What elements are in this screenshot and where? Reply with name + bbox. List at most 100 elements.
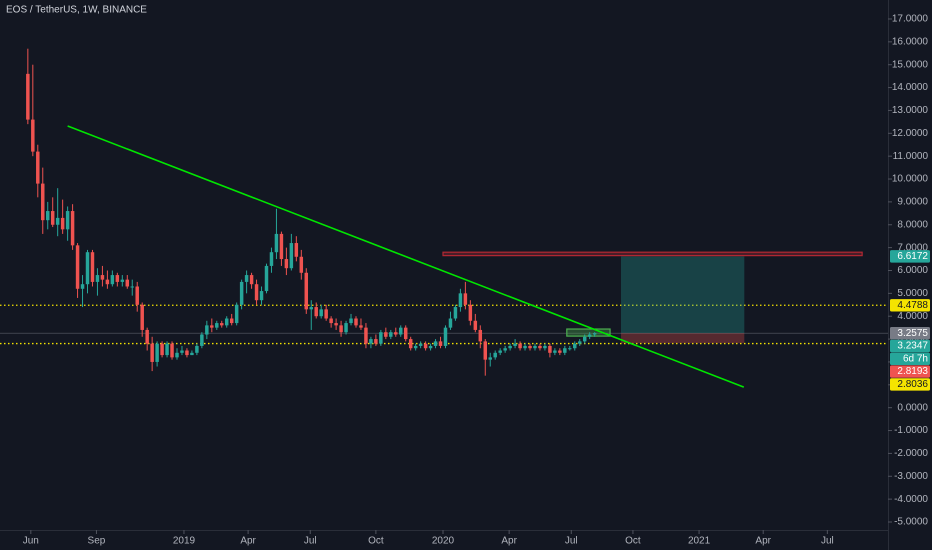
candle-body [359,325,363,328]
price-label: 3.2575 [897,328,928,339]
candle-body [120,279,125,282]
price-label: 4.4788 [897,300,928,311]
candle-body [244,275,249,282]
candle-body [488,357,492,360]
x-tick-label: Apr [501,536,517,547]
candle-body [403,327,408,340]
candle-body [513,343,517,346]
candle-body [314,307,318,317]
candle-body [498,350,502,353]
candle-body [269,252,274,266]
candle-body [299,256,304,273]
price-label-box [890,250,930,263]
candle-body [463,293,468,305]
candle-body [548,345,552,353]
trend-line [67,125,745,388]
candle-body [284,259,289,269]
price-label-box [890,326,930,340]
y-tick-label: 14.0000 [892,82,929,93]
candle-body [115,275,120,282]
candle-body [95,275,100,282]
candle-body [399,327,403,335]
y-tick-label: 15.0000 [892,59,929,70]
price-label: 3.2347 [897,341,928,352]
candle-body [239,281,244,305]
price-label: 6.6172 [897,251,928,262]
candle-body [210,325,214,328]
x-tick-label: Sep [88,536,106,547]
candle-body [26,73,30,120]
candle-body [274,233,279,253]
candle-body [364,327,368,344]
candle-body [65,211,70,230]
y-tick-label: 12.0000 [892,128,929,139]
price-label: 2.8036 [897,379,928,390]
price-label: 6d 7h [903,353,928,364]
candle-body [553,350,557,353]
candle-body [528,345,532,349]
candle-body [523,345,527,349]
candle-body [319,309,323,317]
candle-body [279,233,284,260]
y-tick-label: 16.0000 [892,36,929,47]
candle-body [259,291,264,301]
candle-body [160,343,164,356]
candle-body [90,252,95,282]
candle-body [478,329,483,342]
candle-body [80,284,85,289]
chart-title: EOS / TetherUS, 1W, BINANCE [6,5,147,16]
y-tick-label: 13.0000 [892,105,929,116]
y-tick-label: 11.0000 [893,151,929,162]
candle-body [185,350,189,356]
y-tick-label: 8.0000 [897,219,928,230]
price-label: 2.8193 [897,366,928,377]
candle-body [379,332,383,344]
candle-body [229,318,234,324]
candle-body [31,119,35,152]
candle-body [538,345,542,349]
candle-body [587,334,592,337]
x-tick-label: 2020 [432,536,455,547]
candle-body [264,265,269,292]
candle-body [150,343,154,362]
candle-body [423,343,428,349]
candle-body [140,304,144,330]
y-tick-label: -3.0000 [894,471,928,482]
candle-body [582,336,587,342]
price-label-box [890,299,930,312]
candle-body [45,211,50,221]
x-tick-label: Oct [368,536,384,547]
candle-body [289,243,294,269]
candle-body [50,211,55,225]
candle-body [309,307,313,310]
candle-body [573,343,577,349]
y-tick-label: -1.0000 [894,425,928,436]
candle-body [55,217,60,225]
candle-body [75,245,80,289]
candle-body [85,252,90,285]
target-zone [621,256,745,334]
candle-body [190,352,194,356]
y-tick-label: -2.0000 [894,448,928,459]
x-tick-label: Jul [304,536,317,547]
candle-body [60,217,65,230]
y-tick-label: 7.0000 [897,242,928,253]
candle-body [234,304,239,324]
x-tick-label: Jun [23,536,39,547]
candle-body [304,272,309,310]
candle-body [453,307,458,319]
price-label-box [890,352,930,365]
candle-body [518,343,522,349]
candle-body [130,286,134,288]
candle-body [533,345,537,349]
price-label-box [890,378,930,391]
candle-body [563,348,567,353]
candle-body [448,318,453,328]
candle-body [165,343,169,356]
candle-body [249,275,254,285]
candle-body [105,279,110,285]
candle-body [36,151,40,184]
y-tick-label: 0.0000 [897,402,928,413]
candle-body [443,327,448,346]
